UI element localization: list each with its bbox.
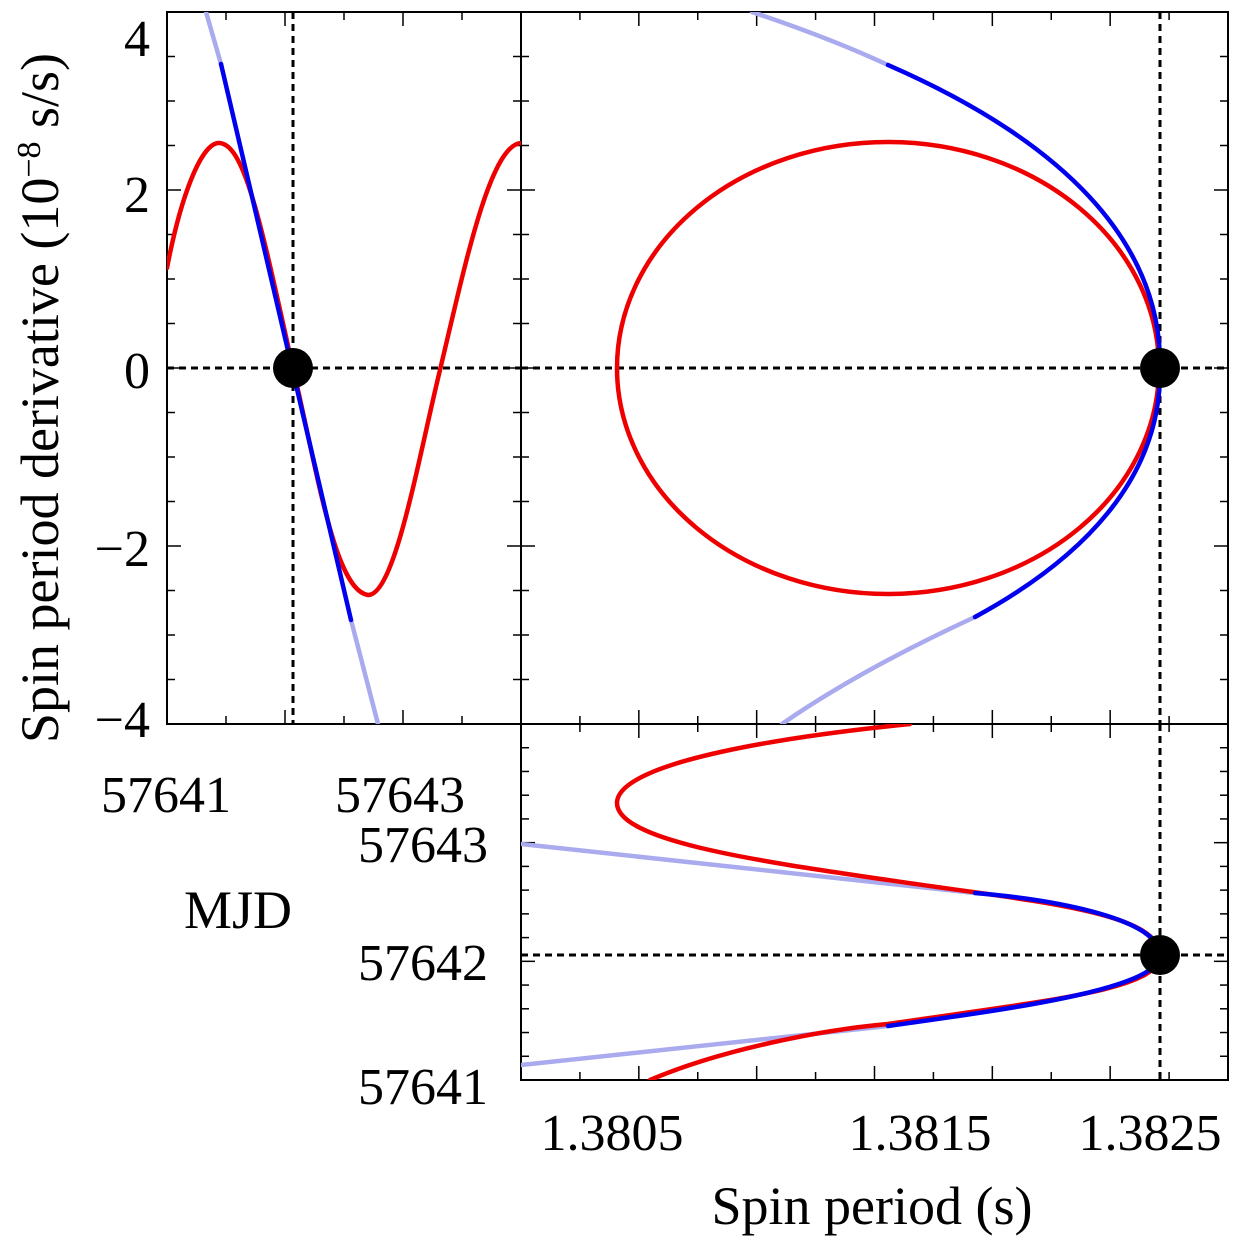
y-tick-label: 57643 xyxy=(358,817,488,874)
x-tick-label: 1.3805 xyxy=(541,1105,684,1162)
y-axis-title-main: Spin period derivative (10 xyxy=(10,178,70,743)
reference-point-marker xyxy=(1140,348,1180,388)
reference-point-marker xyxy=(1140,935,1180,975)
x-tick-label: 57641 xyxy=(101,767,231,824)
y-tick-label: −4 xyxy=(95,692,150,749)
x-tick-label: 1.3815 xyxy=(849,1105,992,1162)
y-tick-label: 2 xyxy=(124,167,150,224)
linear-fit-line xyxy=(218,61,354,623)
fit-curve xyxy=(885,890,1163,1029)
y-tick-label: 57641 xyxy=(358,1059,488,1116)
y-tick-label: 0 xyxy=(124,343,150,400)
x-axis-title: Spin period (s) xyxy=(712,1176,1033,1236)
reference-point-marker xyxy=(273,348,313,388)
y-axis-title-unit: s/s) xyxy=(10,53,70,142)
panel-top-left xyxy=(167,12,521,724)
y-axis-title-exponent: −8 xyxy=(11,141,48,177)
y-tick-label: 4 xyxy=(124,11,150,68)
y-tick-label: 57642 xyxy=(358,935,488,992)
fit-curve xyxy=(885,62,1163,620)
mjd-axis-title: MJD xyxy=(184,880,292,940)
tick-marks xyxy=(166,11,1229,1081)
y-tick-label: −2 xyxy=(95,521,150,578)
y-axis-title: Spin period derivative (10−8 s/s) xyxy=(10,53,70,743)
panel-top-right xyxy=(521,12,1228,724)
fit-extension-line xyxy=(203,12,381,724)
fit-extension-line xyxy=(749,12,978,724)
x-tick-label: 57643 xyxy=(335,767,465,824)
panel-bottom-right xyxy=(521,724,1228,1080)
x-tick-label: 1.3825 xyxy=(1079,1105,1222,1162)
